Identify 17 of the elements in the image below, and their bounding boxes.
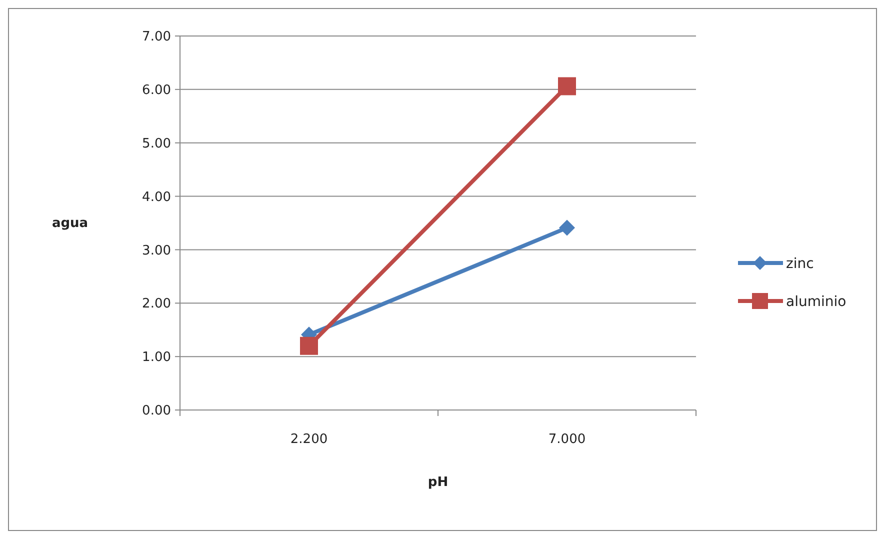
point [300, 336, 318, 355]
point [559, 220, 575, 236]
y-tick-label: 4.00 [142, 190, 171, 205]
y-tick-label: 1.00 [142, 350, 171, 366]
y-tick-label: 6.00 [142, 82, 171, 98]
x-axis-title: pH [428, 475, 448, 490]
legend-label: aluminio [786, 294, 846, 310]
x-tick-label: 2.200 [290, 432, 328, 447]
y-tick-label: 7.00 [142, 30, 171, 45]
point [558, 77, 576, 96]
y-tick-label: 3.00 [142, 243, 171, 258]
y-tick-label: 0.00 [142, 404, 171, 419]
x-tick-label: 7.000 [548, 432, 586, 447]
y-tick-label: 5.00 [142, 136, 171, 152]
y-tick-label: 2.00 [142, 296, 171, 312]
legend-label: zinc [786, 256, 814, 272]
y-axis-title: agua [52, 216, 88, 231]
